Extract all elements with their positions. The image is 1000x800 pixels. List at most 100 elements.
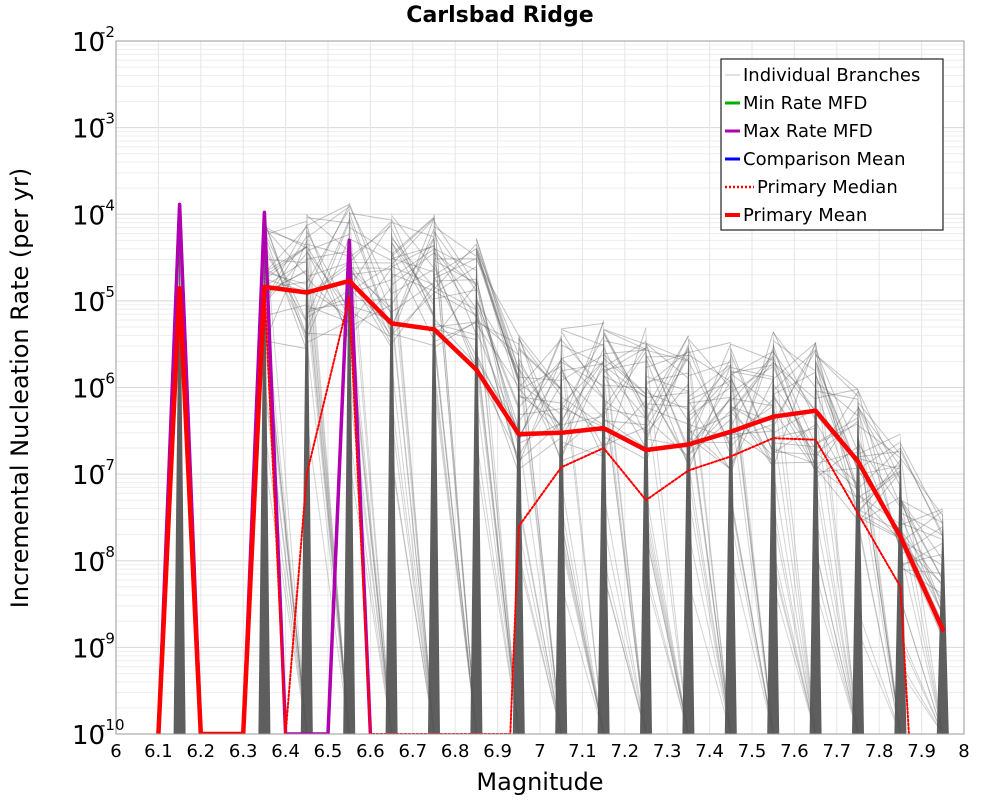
branch-line [645, 568, 689, 734]
branch-line [433, 260, 477, 284]
branch-line [264, 340, 307, 350]
branch-line [348, 248, 393, 340]
branch-line [475, 250, 520, 393]
branch-line [518, 388, 562, 437]
branch-line [730, 397, 774, 407]
branch-line [603, 426, 647, 447]
branch-line [348, 310, 392, 338]
branch-line [815, 516, 859, 734]
legend-label: Max Rate MFD [743, 121, 873, 142]
branch-line [391, 252, 435, 341]
y-tick-label: 10-2 [72, 23, 115, 58]
branch-line [391, 257, 435, 273]
branch-line [391, 456, 435, 734]
legend: Individual Branches Min Rate MFD Max Rate … [720, 58, 944, 231]
individual-branches [173, 201, 949, 734]
branch-line [560, 360, 605, 421]
branch-line [899, 497, 944, 617]
branch-line [899, 499, 944, 609]
svg-text:-8: -8 [100, 543, 115, 561]
branch-line [603, 346, 647, 409]
branch-line [899, 671, 944, 734]
branch-line [730, 366, 774, 393]
branch-line [645, 578, 689, 734]
branch-line [391, 221, 435, 238]
branch-line [645, 346, 689, 462]
branch-line [433, 328, 477, 341]
branch-line [433, 290, 477, 316]
branch-line [263, 458, 308, 734]
branch-line [475, 365, 520, 734]
branch-line [645, 349, 689, 362]
branch-line [772, 561, 817, 734]
branch-line [857, 630, 901, 734]
branch-line [348, 214, 393, 734]
y-tick-label: 10-4 [72, 196, 115, 231]
branch-line [645, 535, 689, 734]
branch-line [899, 497, 944, 734]
branch-line [306, 214, 350, 252]
branch-spike [936, 508, 949, 734]
y-tick-label: 10-8 [72, 543, 115, 578]
branch-line [518, 553, 562, 734]
branch-line [348, 220, 392, 263]
legend-item: Individual Branches [725, 65, 920, 86]
branch-line [815, 363, 859, 495]
branch-line [603, 335, 647, 734]
branch-line [857, 433, 901, 455]
x-tick-label: 7.8 [865, 741, 894, 762]
branch-line [772, 504, 817, 734]
branch-line [899, 498, 944, 580]
branch-spike [682, 335, 695, 734]
branch-line [391, 237, 435, 305]
branch-line [475, 264, 520, 734]
legend-label: Comparison Mean [743, 149, 906, 170]
branch-line [899, 598, 944, 734]
branch-line [348, 267, 392, 325]
branch-line [603, 399, 647, 432]
branch-line [518, 382, 562, 415]
branch-line [560, 543, 605, 734]
branch-line [730, 364, 774, 374]
branch-line [306, 217, 350, 224]
branch-line [772, 550, 817, 734]
branch-line [645, 345, 689, 449]
branch-line [560, 361, 605, 459]
branch-line [603, 347, 647, 373]
x-tick-label: 6.6 [356, 741, 385, 762]
branch-line [899, 598, 944, 734]
branch-line [857, 436, 901, 734]
branch-line [348, 241, 393, 734]
branch-line [688, 363, 732, 398]
branch-line [348, 304, 392, 328]
svg-text:10: 10 [72, 201, 105, 231]
branch-line [518, 394, 562, 425]
y-tick-labels: 10-210-310-410-510-610-710-810-910-10 [72, 23, 125, 751]
branch-line [645, 391, 689, 411]
branch-line [433, 252, 477, 287]
x-tick-label: 7.6 [780, 741, 809, 762]
branch-line [518, 349, 562, 391]
x-tick-labels: 6 6.1 6.2 6.3 6.4 6.5 6.6 6.7 6.8 6.9 7 7.1 7.2 7.3 7.… [110, 741, 969, 762]
branch-line [306, 419, 350, 734]
branch-line [561, 322, 604, 330]
branch-line [306, 243, 350, 257]
svg-text:10: 10 [72, 288, 105, 318]
branch-line [560, 367, 605, 438]
branch-line [433, 279, 477, 282]
branch-line [730, 430, 774, 436]
branch-spike [385, 210, 398, 734]
x-tick-label: 7 [534, 741, 545, 762]
branch-line [772, 342, 817, 469]
branch-line [730, 429, 774, 462]
branch-line [687, 380, 732, 452]
branch-line [857, 521, 901, 734]
branch-line [560, 531, 605, 734]
branch-line [772, 340, 816, 372]
branch-line [730, 377, 774, 465]
branch-line [857, 494, 901, 525]
branch-line [433, 214, 477, 734]
branch-line [433, 221, 477, 286]
branch-spike [470, 236, 483, 734]
branch-line [772, 361, 816, 400]
